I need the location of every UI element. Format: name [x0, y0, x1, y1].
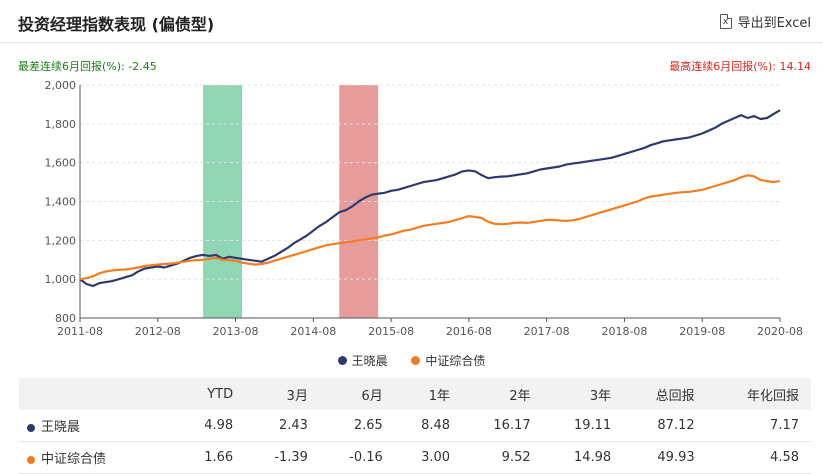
table-cell: 4.58	[706, 441, 811, 474]
table-cell: 2.65	[319, 410, 395, 442]
row-dot-index	[27, 455, 35, 464]
legend-label-manager: 王晓晨	[351, 354, 388, 368]
x-tick-label: 2018-08	[601, 325, 647, 338]
series-line-manager	[79, 109, 781, 288]
y-tick-label: 1,600	[45, 157, 77, 170]
table-cell: 87.12	[623, 410, 707, 442]
table-header-annualized: 年化回报	[706, 378, 811, 410]
worst-six-month-return: 最差连续6月回报(%): -2.45	[18, 60, 157, 73]
x-tick-label: 2012-08	[135, 325, 181, 338]
legend-dot-manager	[337, 356, 347, 365]
page-title: 投资经理指数表现 (偏债型)	[18, 15, 215, 34]
row-name: 中证综合债	[41, 452, 107, 467]
table-cell: 4.98	[177, 410, 246, 442]
x-tick-label: 2016-08	[446, 325, 492, 338]
best-six-month-return: 最高连续6月回报(%): 14.14	[669, 60, 811, 73]
table-header-3m: 3月	[245, 378, 320, 410]
y-tick-label: 800	[55, 312, 76, 325]
chart-legend: 王晓晨 中证综合债	[0, 352, 823, 369]
returns-table: YTD 3月 6月 1年 2年 3年 总回报 年化回报 王晓晨 4.98 2.4…	[19, 378, 811, 474]
table-cell: 7.17	[706, 410, 811, 442]
table-row-name-cell: 王晓晨	[19, 410, 178, 442]
legend-dot-index	[411, 356, 421, 365]
table-cell: 16.17	[462, 410, 543, 442]
row-name: 王晓晨	[41, 420, 81, 435]
y-tick-label: 1,400	[45, 196, 77, 209]
export-excel-button[interactable]: x 导出到Excel	[719, 12, 811, 31]
x-tick-label: 2013-08	[213, 325, 259, 338]
legend-label-index: 中证综合债	[425, 354, 486, 368]
table-header-2y: 2年	[462, 378, 543, 410]
table-header-ytd: YTD	[177, 378, 246, 410]
legend-item-index[interactable]: 中证综合债	[411, 352, 485, 369]
table-cell: -1.39	[245, 441, 320, 474]
panel-header: 投资经理指数表现 (偏债型) x 导出到Excel	[0, 0, 823, 43]
worst-period-band	[203, 85, 243, 318]
x-tick-label: 2014-08	[290, 325, 336, 338]
y-tick-label: 1,800	[45, 118, 77, 131]
x-tick-label: 2017-08	[524, 325, 570, 338]
row-dot-manager	[27, 423, 35, 432]
excel-file-icon: x	[719, 14, 732, 29]
table-cell: 49.93	[623, 441, 707, 474]
table-row: 王晓晨 4.98 2.43 2.65 8.48 16.17 19.11 87.1…	[19, 410, 811, 442]
table-cell: 8.48	[394, 410, 463, 442]
table-header-3y: 3年	[542, 378, 624, 410]
table-row-name-cell: 中证综合债	[19, 441, 178, 474]
table-cell: 2.43	[245, 410, 320, 442]
performance-line-chart: 800 1,000 1,200 1,400 1,600 1,800 2,000 2011-08…	[45, 79, 803, 338]
table-cell: 19.11	[542, 410, 624, 442]
table-header-row: YTD 3月 6月 1年 2年 3年 总回报 年化回报	[19, 378, 811, 410]
table-cell: 9.52	[462, 441, 543, 474]
table-cell: 14.98	[542, 441, 624, 474]
table-cell: 1.66	[177, 441, 246, 474]
y-tick-label: 1,000	[45, 273, 77, 286]
y-tick-label: 1,200	[45, 234, 77, 247]
x-tick-label: 2011-08	[57, 325, 103, 338]
table-header-total: 总回报	[623, 378, 707, 410]
x-tick-label: 2019-08	[679, 325, 725, 338]
y-tick-label: 2,000	[45, 79, 77, 92]
table-header-6m: 6月	[319, 378, 395, 410]
x-tick-label: 2015-08	[368, 325, 414, 338]
export-excel-label: 导出到Excel	[737, 16, 811, 31]
x-tick-label: 2020-08	[757, 325, 803, 338]
table-cell: 3.00	[394, 441, 463, 474]
table-cell: -0.16	[319, 441, 395, 474]
series-line-index	[79, 174, 781, 281]
table-header-1y: 1年	[394, 378, 463, 410]
table-row: 中证综合债 1.66 -1.39 -0.16 3.00 9.52 14.98 4…	[19, 441, 811, 474]
table-header-name	[19, 378, 178, 410]
legend-item-manager[interactable]: 王晓晨	[337, 352, 388, 369]
